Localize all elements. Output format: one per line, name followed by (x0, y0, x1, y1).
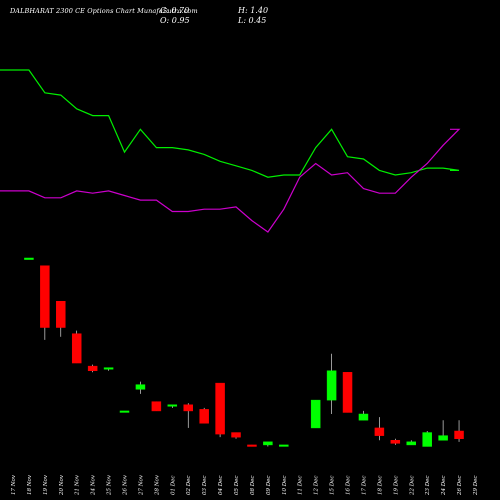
candle-body (199, 409, 209, 424)
candle-body (231, 432, 241, 438)
x-tick-label: 16 Dec (346, 476, 352, 496)
candle-body (358, 413, 369, 421)
candle-body (24, 257, 34, 260)
chart-title: DALBHARAT 2300 CE Options Chart MunafaSu… (10, 7, 198, 15)
x-tick-label: 03 Dec (202, 476, 208, 496)
x-tick-label: 19 Dec (393, 476, 399, 496)
x-tick-label: 08 Dec (250, 476, 256, 496)
x-tick-label: 21 Nov (75, 474, 81, 496)
x-tick-label: 22 Dec (409, 476, 415, 497)
x-tick-label: 09 Dec (266, 476, 272, 496)
candle-body (40, 265, 50, 328)
x-tick-label: 12 Dec (314, 476, 320, 496)
x-tick-label: 29 Dec (473, 476, 479, 497)
candle-body (135, 384, 146, 390)
x-tick-label: 25 Nov (107, 474, 113, 496)
candle-body (183, 404, 193, 412)
x-tick-label: 23 Dec (425, 476, 431, 497)
candle-body (422, 432, 432, 447)
candle-body (56, 301, 66, 328)
candle-body (390, 440, 401, 444)
x-tick-label: 26 Dec (457, 476, 463, 497)
x-tick-label: 19 Nov (43, 474, 49, 495)
high-value: H: 1.40 (238, 6, 269, 15)
candle-body (87, 365, 98, 372)
candle-body (71, 333, 82, 364)
candle-body (279, 444, 289, 447)
candle-body (247, 444, 257, 447)
x-tick-label: 26 Nov (123, 474, 129, 496)
x-tick-label: 02 Dec (186, 476, 192, 496)
x-tick-label: 10 Dec (282, 476, 288, 496)
candle-body (151, 401, 162, 412)
candle-body (167, 404, 178, 407)
x-tick-label: 18 Dec (377, 476, 383, 496)
candle-body (310, 399, 321, 429)
candle-body (103, 367, 114, 370)
x-tick-label: 01 Dec (170, 476, 176, 496)
x-tick-label: 20 Nov (59, 474, 65, 496)
x-tick-label: 18 Nov (27, 474, 33, 495)
purple-line-series (0, 128, 461, 233)
candle-body (406, 441, 416, 446)
candle-body (326, 370, 337, 401)
x-tick-label: 17 Dec (361, 476, 367, 496)
candle-body (342, 372, 353, 413)
x-tick-label: 15 Dec (330, 476, 336, 496)
x-tick-label: 17 Nov (11, 474, 17, 495)
x-tick-label: 27 Nov (138, 474, 144, 496)
candle-body (215, 382, 225, 435)
x-tick-label: 11 Dec (298, 476, 304, 496)
x-tick-label: 24 Nov (91, 474, 97, 496)
low-value: L: 0.45 (238, 16, 267, 25)
x-tick-label: 24 Dec (441, 476, 447, 497)
open-value: O: 0.95 (160, 16, 190, 25)
x-tick-label: 28 Nov (154, 474, 160, 496)
candle-body (438, 435, 448, 441)
candle-body (119, 410, 130, 413)
green-line-series (0, 69, 460, 178)
x-tick-label: 04 Dec (218, 476, 224, 496)
candle-body (374, 427, 385, 436)
candle-body (454, 430, 464, 439)
close-value: C: 0.70 (160, 6, 190, 15)
candle-body (263, 441, 273, 446)
x-tick-label: 05 Dec (234, 476, 240, 496)
